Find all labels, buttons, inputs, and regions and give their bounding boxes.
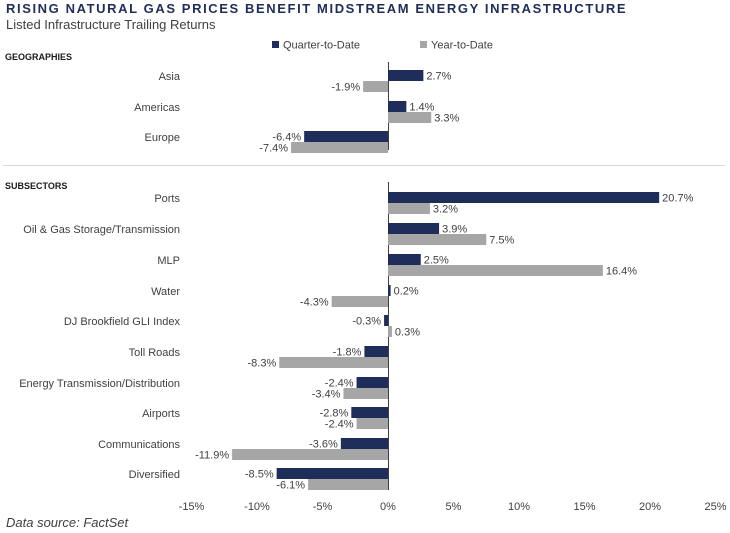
bar-qtd (276, 468, 388, 479)
bar-ytd (363, 81, 388, 92)
bar-ytd (308, 479, 388, 490)
bar-ytd (388, 265, 603, 276)
category-label: Diversified (129, 469, 180, 481)
data-label-qtd: 2.5% (424, 255, 449, 267)
data-label-qtd: -2.8% (320, 408, 349, 420)
group-header-1: SUBSECTORS (5, 181, 67, 191)
bar-ytd (388, 326, 392, 337)
category-label: DJ Brookfield GLI Index (64, 316, 181, 328)
data-label-qtd: 20.7% (662, 193, 693, 205)
data-label-ytd: -7.4% (259, 143, 288, 155)
category-label: Americas (134, 102, 180, 114)
data-label-ytd: -11.9% (195, 450, 229, 462)
category-label: MLP (157, 255, 180, 267)
data-label-ytd: 7.5% (489, 235, 514, 247)
category-label: Communications (98, 439, 180, 451)
bar-ytd (291, 142, 388, 153)
bar-qtd (388, 223, 440, 234)
legend-swatch-ytd (420, 41, 427, 48)
x-tick-label: 25% (704, 501, 726, 513)
bar-qtd (388, 101, 407, 112)
x-tick-label: -5% (313, 501, 333, 513)
data-label-qtd: 0.2% (394, 286, 419, 298)
bar-qtd (388, 254, 421, 265)
data-label-ytd: -6.1% (276, 480, 305, 492)
bar-ytd (331, 296, 388, 307)
data-label-qtd: -6.4% (272, 132, 301, 144)
data-label-qtd: -3.6% (309, 439, 338, 451)
data-label-qtd: -0.3% (352, 316, 381, 328)
bar-qtd (356, 377, 388, 388)
bar-qtd (388, 192, 660, 203)
x-tick-label: 15% (573, 501, 595, 513)
data-label-ytd: 16.4% (606, 266, 637, 278)
bar-qtd (388, 285, 391, 296)
category-label: Airports (142, 408, 180, 420)
x-tick-label: 5% (446, 501, 462, 513)
chart-title: RISING NATURAL GAS PRICES BENEFIT MIDSTR… (6, 1, 628, 16)
category-label: Europe (145, 132, 180, 144)
x-tick-label: -10% (244, 501, 270, 513)
legend-swatch-qtd (272, 41, 279, 48)
data-source-note: Data source: FactSet (6, 515, 129, 530)
category-label: Energy Transmission/Distribution (19, 378, 180, 390)
chart-subtitle: Listed Infrastructure Trailing Returns (6, 17, 216, 32)
bar-ytd (343, 388, 388, 399)
bar-qtd (304, 131, 388, 142)
bar-ytd (279, 357, 388, 368)
x-tick-label: 20% (639, 501, 661, 513)
legend-label-qtd: Quarter-to-Date (283, 40, 360, 52)
bar-qtd (351, 407, 388, 418)
group-header-0: GEOGRAPHIES (5, 52, 72, 62)
bar-qtd (384, 315, 388, 326)
data-label-qtd: 2.7% (426, 71, 451, 83)
data-label-qtd: 1.4% (409, 102, 434, 114)
category-label: Ports (154, 193, 180, 205)
bar-ytd (388, 234, 487, 245)
data-label-ytd: 3.3% (434, 113, 459, 125)
data-label-qtd: 3.9% (442, 224, 467, 236)
data-label-ytd: -8.3% (248, 358, 277, 370)
bar-qtd (364, 346, 388, 357)
x-tick-label: -15% (179, 501, 205, 513)
bar-ytd (232, 449, 388, 460)
bar-qtd (388, 70, 424, 81)
category-label: Water (151, 286, 180, 298)
legend-label-ytd: Year-to-Date (431, 40, 493, 52)
data-label-qtd: -1.8% (333, 347, 362, 359)
category-label: Toll Roads (129, 347, 181, 359)
data-label-ytd: 3.2% (433, 204, 458, 216)
data-label-ytd: 0.3% (395, 327, 420, 339)
data-label-ytd: -4.3% (300, 297, 329, 309)
data-label-qtd: -2.4% (325, 378, 354, 390)
bar-qtd (340, 438, 388, 449)
data-label-ytd: -3.4% (312, 389, 341, 401)
x-tick-label: 0% (380, 501, 396, 513)
data-label-ytd: -1.9% (331, 82, 360, 94)
data-label-qtd: -8.5% (245, 469, 274, 481)
x-tick-label: 10% (508, 501, 530, 513)
data-label-ytd: -2.4% (325, 419, 354, 431)
bar-ytd (388, 203, 430, 214)
category-label: Oil & Gas Storage/Transmission (23, 224, 180, 236)
category-label: Asia (159, 71, 181, 83)
bar-ytd (356, 418, 388, 429)
bar-ytd (388, 112, 432, 123)
